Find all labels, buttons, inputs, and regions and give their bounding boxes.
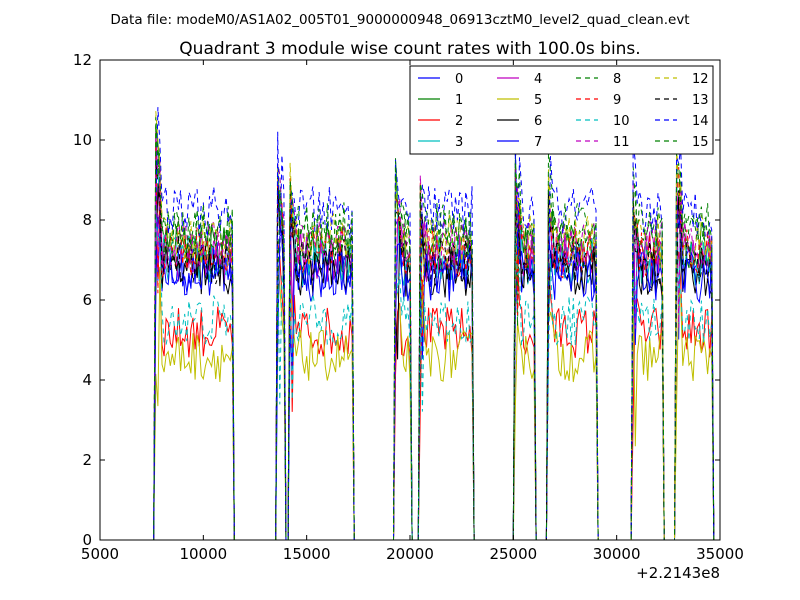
legend-label-3: 3 — [455, 135, 463, 150]
y-tick-label: 0 — [82, 531, 92, 549]
legend-label-4: 4 — [534, 72, 542, 87]
legend-label-8: 8 — [613, 72, 621, 87]
x-tick-label: 30000 — [593, 545, 641, 563]
data-file-header: Data file: modeM0/AS1A02_005T01_90000009… — [110, 12, 689, 28]
legend-label-1: 1 — [455, 93, 463, 108]
y-tick-label: 10 — [73, 131, 92, 149]
y-tick-label: 2 — [82, 451, 92, 469]
legend-label-10: 10 — [613, 114, 630, 129]
y-tick-label: 8 — [82, 211, 92, 229]
legend-label-15: 15 — [692, 135, 709, 150]
series-line-0 — [141, 168, 716, 540]
legend-label-6: 6 — [534, 114, 542, 129]
series-line-11 — [141, 157, 716, 540]
series-layer — [141, 107, 716, 540]
legend-label-14: 14 — [692, 114, 709, 129]
series-line-9 — [141, 146, 716, 540]
legend-label-9: 9 — [613, 93, 621, 108]
legend-label-2: 2 — [455, 114, 463, 129]
axes-layer: 5000 10000 15000 20000 25000 30000 35000 0 2 4 6 8 1… — [73, 51, 744, 563]
series-line-4 — [141, 131, 716, 540]
y-tick-label: 12 — [73, 51, 92, 69]
legend-label-7: 7 — [534, 135, 542, 150]
x-tick-label: 5000 — [81, 545, 119, 563]
x-tick-label: 25000 — [489, 545, 537, 563]
y-tick-label: 6 — [82, 291, 92, 309]
x-tick-label: 10000 — [179, 545, 227, 563]
series-line-2 — [141, 240, 716, 540]
series-line-10 — [141, 204, 716, 540]
chart-title: Quadrant 3 module wise count rates with … — [179, 39, 640, 59]
legend-box — [409, 65, 714, 155]
legend-label-13: 13 — [692, 93, 709, 108]
legend-label-11: 11 — [613, 135, 630, 150]
legend-label-0: 0 — [455, 72, 463, 87]
series-line-14 — [141, 107, 716, 540]
x-offset-label: +2.2143e8 — [636, 564, 720, 582]
x-tick-label: 35000 — [696, 545, 744, 563]
legend-label-12: 12 — [692, 72, 709, 87]
x-tick-label: 15000 — [283, 545, 331, 563]
y-tick-label: 4 — [82, 371, 92, 389]
series-line-3 — [141, 144, 716, 540]
legend-label-5: 5 — [534, 93, 542, 108]
x-tick-label: 20000 — [386, 545, 434, 563]
series-line-15 — [141, 117, 716, 540]
series-line-12 — [141, 111, 716, 540]
series-line-5 — [141, 263, 716, 540]
